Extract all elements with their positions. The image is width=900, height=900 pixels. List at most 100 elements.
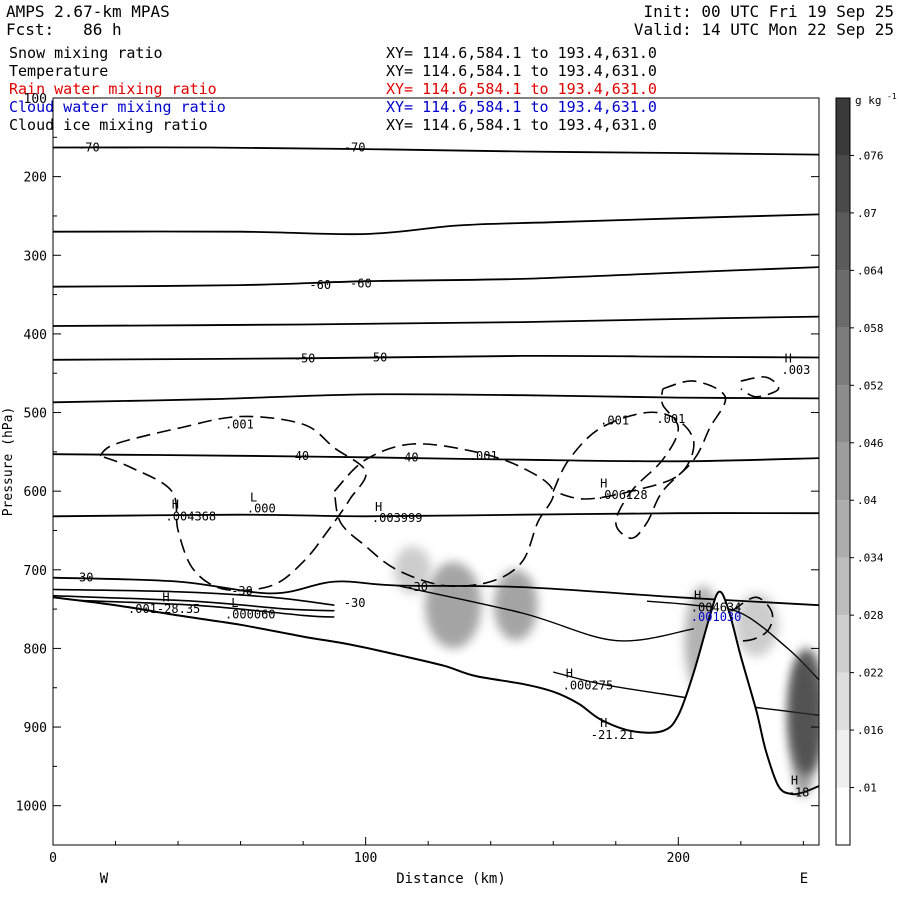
- contour-label: .001-28.35: [128, 602, 200, 616]
- y-tick-label: 1000: [16, 800, 47, 815]
- lower-isotherm: [646, 600, 819, 681]
- contour-label: L: [231, 596, 238, 610]
- colorbar-swatch: [836, 615, 850, 673]
- temperature-isotherm: [53, 315, 819, 327]
- colorbar-tick-label: .052: [857, 379, 884, 392]
- temperature-isotherm: [53, 146, 819, 156]
- surface-isotherm: [53, 588, 335, 606]
- contour-label: .001: [656, 412, 685, 426]
- colorbar-swatch: [836, 212, 850, 271]
- lower-isotherm: [396, 584, 695, 642]
- field-xy: XY= 114.6,584.1 to 193.4,631.0: [386, 116, 657, 134]
- contour-label: -50: [294, 351, 316, 365]
- contour-label: .001: [225, 417, 254, 431]
- field-name: Cloud ice mixing ratio: [9, 116, 208, 134]
- field-name: Rain water mixing ratio: [9, 80, 217, 98]
- y-tick-label: 300: [24, 249, 47, 264]
- y-axis-label: Pressure (hPa): [1, 407, 16, 517]
- x-axis-label: Distance (km): [396, 871, 506, 887]
- mixing-ratio-shading: [789, 657, 818, 798]
- plot-frame: [52, 97, 820, 846]
- colorbar-tick-label: .046: [857, 437, 884, 450]
- contour-label: H: [791, 774, 798, 788]
- contour-label: .003999: [372, 511, 423, 525]
- contour-label: -60: [309, 278, 331, 292]
- colorbar-tick-label: .076: [857, 149, 884, 162]
- contour-label: H: [600, 476, 607, 490]
- snow-mixing-ratio-contour: [715, 596, 774, 642]
- colorbar-swatch: [836, 672, 850, 731]
- colorbar-tick-label: .016: [857, 724, 884, 737]
- contour-label: .006128: [597, 488, 648, 502]
- colorbar-unit: g kg: [855, 94, 882, 107]
- colorbar-swatch: [836, 327, 850, 386]
- temperature-isotherm: [53, 393, 819, 404]
- contour-label: -60: [350, 277, 372, 291]
- colorbar-tick-label: .064: [857, 264, 884, 277]
- colorbar-tick-label: .022: [857, 667, 884, 680]
- init-time: Init: 00 UTC Fri 19 Sep 25: [643, 2, 894, 21]
- contour-label: H: [600, 716, 607, 730]
- contour-label: -18: [788, 785, 810, 799]
- east-label: E: [800, 871, 808, 887]
- temperature-isotherm: [53, 354, 819, 361]
- field-xy: XY= 114.6,584.1 to 193.4,631.0: [386, 80, 657, 98]
- temperature-isotherm: [53, 576, 819, 607]
- contour-label: .000: [247, 501, 276, 515]
- contour-label: -21.21: [591, 728, 634, 742]
- colorbar-swatch: [836, 730, 850, 788]
- valid-time: Valid: 14 UTC Mon 22 Sep 25: [633, 20, 894, 39]
- x-tick-label: 200: [667, 851, 690, 866]
- contour-label: .000060: [225, 608, 276, 622]
- contour-label: .001: [600, 413, 629, 427]
- contour-label: .000275: [563, 678, 614, 692]
- field-xy: XY= 114.6,584.1 to 193.4,631.0: [386, 62, 657, 80]
- colorbar-swatch: [836, 155, 850, 213]
- snow-mixing-ratio-contour: [614, 380, 727, 540]
- y-tick-label: 400: [24, 328, 47, 343]
- forecast-label-text: Fcst:: [6, 20, 55, 39]
- contour-label: H: [785, 351, 792, 365]
- colorbar-frame: [835, 97, 851, 846]
- contour-label: H: [162, 590, 169, 604]
- y-tick-label: 100: [24, 92, 47, 107]
- contour-label: .001: [469, 449, 498, 463]
- forecast-label: Fcst: 86 h: [6, 21, 122, 39]
- y-tick-label: 900: [24, 721, 47, 736]
- temperature-isotherm: [53, 453, 819, 463]
- colorbar-tick-label: .04: [857, 494, 877, 507]
- colorbar-tick-label: .058: [857, 322, 884, 335]
- snow-mixing-ratio-contour: [99, 415, 367, 592]
- contour-label: -40: [397, 450, 419, 464]
- y-tick-label: 700: [24, 564, 47, 579]
- colorbar-tick-label: .028: [857, 609, 884, 622]
- colorbar-unit-exponent: -1: [887, 92, 897, 101]
- contour-label: -50: [366, 350, 388, 364]
- mixing-ratio-shading: [425, 561, 482, 649]
- surface-isotherm: [53, 598, 335, 618]
- terrain-surface: [53, 590, 819, 796]
- model-title: AMPS 2.67-km MPAS: [6, 2, 170, 21]
- snow-mixing-ratio-contour: [552, 411, 695, 500]
- snow-mixing-ratio-contour: [740, 376, 780, 398]
- contour-label: .004368: [166, 509, 217, 523]
- temperature-isotherm: [53, 512, 819, 518]
- colorbar-swatch: [836, 557, 850, 616]
- colorbar-tick-label: .034: [857, 552, 884, 565]
- contour-label: -30: [344, 596, 366, 610]
- contour-label: -70: [78, 141, 100, 155]
- contour-label: H: [375, 500, 382, 514]
- contour-label: -40: [287, 449, 309, 463]
- mixing-ratio-shading: [393, 546, 432, 594]
- forecast-hour: 86 h: [83, 20, 122, 39]
- colorbar-swatch: [836, 385, 850, 443]
- snow-mixing-ratio-contour: [333, 443, 555, 588]
- colorbar-swatch: [836, 98, 850, 156]
- terrain-mask: [53, 591, 819, 845]
- contour-label: -30: [406, 580, 428, 594]
- colorbar-swatch: [836, 787, 850, 845]
- colorbar-tick-label: .01: [857, 782, 877, 795]
- colorbar-tick-label: .07: [857, 207, 877, 220]
- contour-label: .003: [781, 363, 810, 377]
